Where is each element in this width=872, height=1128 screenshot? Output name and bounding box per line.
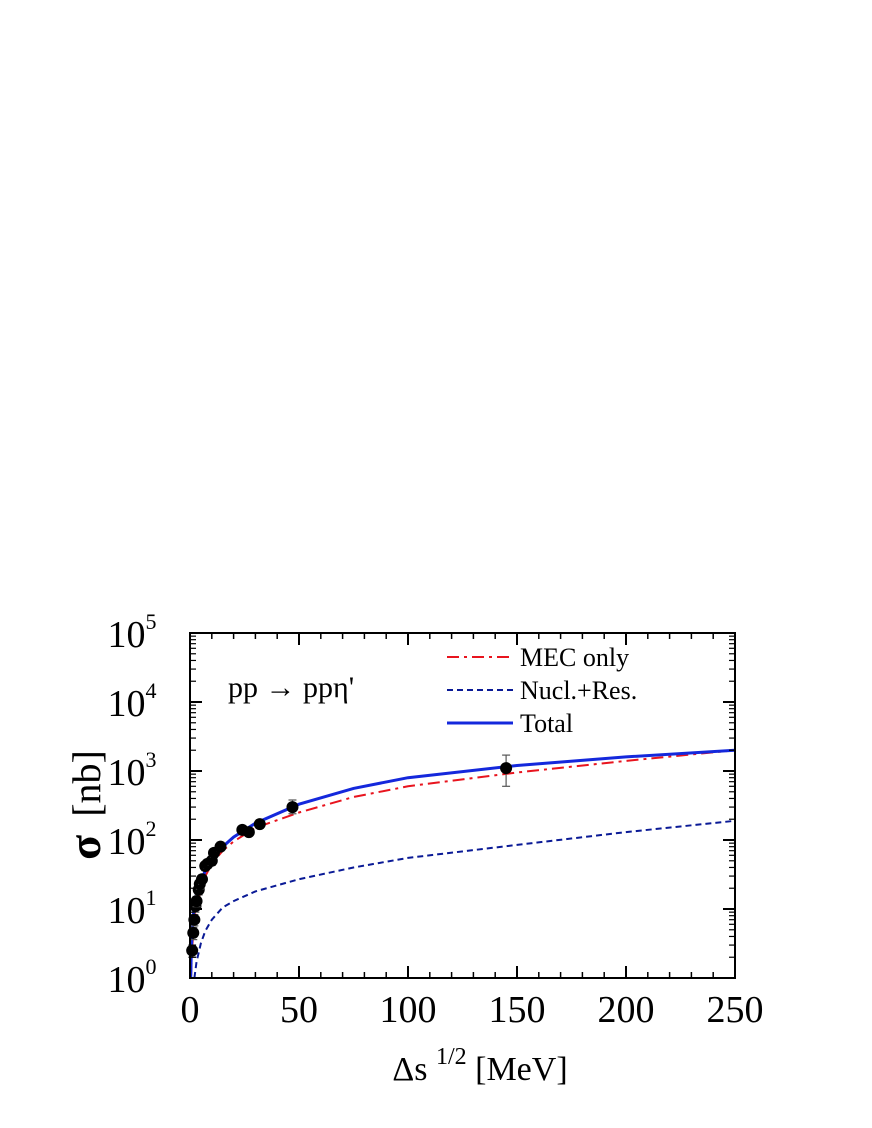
annotation-right: ppη' [303,671,354,704]
x-axis-label: Δs 1/2 [MeV] [392,1035,567,1088]
data-point [500,762,513,775]
x-tick-label: 0 [181,989,200,1031]
x-axis-label-main: Δs [392,1051,427,1088]
y-tick-label: 104 [108,678,157,725]
y-axis-label: σ [nb] [59,750,110,860]
x-tick-label: 250 [707,989,764,1031]
series-layer [190,748,735,978]
data-point [242,826,255,839]
y-axis-label-symbol: σ [59,835,110,860]
y-tick-label: 101 [108,885,157,932]
legend-label: Nucl.+Res. [520,676,637,705]
x-axis-label-unit: [MeV] [475,1051,568,1088]
y-tick-label: 100 [108,954,157,1001]
plot-frame [189,632,736,979]
data-points [186,754,513,958]
y-tick-labels: 100 101 102 103 104 105 [108,609,157,1001]
x-tick-label: 50 [280,989,318,1031]
legend: MEC only Nucl.+Res. Total [447,643,637,738]
axis-ticks [189,632,736,979]
y-tick-label: 103 [108,747,157,794]
x-axis-label-sup: 1/2 [436,1044,467,1070]
legend-label: Total [520,709,573,738]
reaction-annotation: pp → ppη' [228,671,354,704]
x-tick-label: 200 [598,989,655,1031]
data-point [186,944,199,957]
x-tick-label: 100 [380,989,437,1031]
data-point [214,840,227,853]
legend-label: MEC only [520,643,629,672]
x-tick-labels: 0 50 100 150 200 250 [181,989,764,1031]
x-tick-label: 150 [489,989,546,1031]
y-tick-label: 102 [108,816,157,863]
data-point [195,873,208,886]
annotation-left: pp [228,671,258,704]
data-point [190,895,203,908]
series-line-total [190,748,735,978]
series-line-mec-only [190,749,735,976]
data-point [286,801,299,814]
data-point [253,818,266,831]
y-axis-label-unit: [nb] [64,750,109,817]
series-line-nucl-res- [193,819,735,978]
y-tick-label: 105 [108,609,157,656]
annotation-arrow: → [266,671,296,704]
